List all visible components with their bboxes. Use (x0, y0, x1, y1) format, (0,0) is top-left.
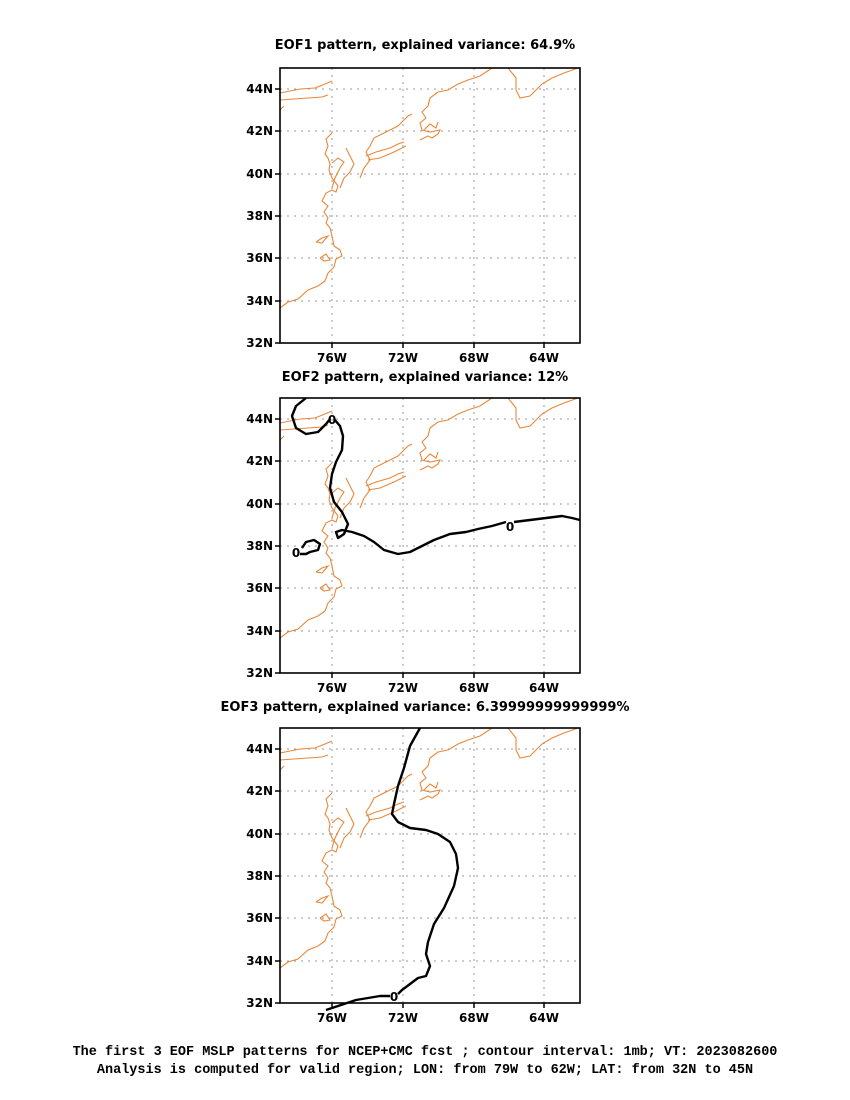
map-border (279, 67, 581, 344)
x-axis-labels: 76W 72W 68W 64W (317, 681, 559, 695)
contour-label: 0 (506, 520, 514, 534)
tick-marks (275, 418, 545, 678)
y-tick-label: 38N (246, 209, 273, 223)
y-tick-label: 32N (246, 996, 273, 1010)
x-axis-labels: 76W 72W 68W 64W (317, 351, 559, 365)
x-tick-label: 68W (459, 681, 489, 695)
y-tick-label: 34N (246, 624, 273, 638)
x-tick-label: 68W (459, 351, 489, 365)
x-tick-label: 68W (459, 1011, 489, 1025)
panel-eof1: EOF1 pattern, explained variance: 64.9% (246, 38, 581, 365)
contour-label: 0 (390, 990, 398, 1004)
panel-eof2: EOF2 pattern, explained variance: 12% (246, 370, 581, 695)
y-axis-labels: 32N 34N 36N 38N 40N 42N 44N (246, 82, 273, 350)
map-frame: 32N 34N 36N 38N 40N 42N 44N 76W 72W 68W … (246, 67, 581, 365)
contour-label: 0 (292, 546, 300, 560)
x-axis-labels: 76W 72W 68W 64W (317, 1011, 559, 1025)
y-tick-label: 42N (246, 124, 273, 138)
y-tick-label: 40N (246, 497, 273, 511)
x-tick-label: 72W (388, 681, 418, 695)
y-tick-label: 38N (246, 869, 273, 883)
coastline (279, 67, 579, 309)
map-border (279, 397, 581, 674)
contour-label: 0 (328, 413, 336, 427)
x-tick-label: 64W (529, 351, 559, 365)
x-tick-label: 76W (317, 351, 347, 365)
x-tick-label: 64W (529, 681, 559, 695)
tick-marks (275, 88, 545, 348)
map-border (279, 727, 581, 1004)
y-tick-label: 34N (246, 954, 273, 968)
y-tick-label: 36N (246, 251, 273, 265)
caption: The first 3 EOF MSLP patterns for NCEP+C… (73, 1045, 778, 1078)
y-tick-label: 40N (246, 827, 273, 841)
x-tick-label: 72W (388, 1011, 418, 1025)
panel-title: EOF1 pattern, explained variance: 64.9% (275, 38, 575, 53)
caption-line-1: The first 3 EOF MSLP patterns for NCEP+C… (73, 1045, 778, 1060)
map-frame: 0 32N 34N 36N 38N 40N 42N 44N 76W (246, 727, 581, 1025)
x-tick-label: 76W (317, 681, 347, 695)
x-tick-label: 72W (388, 351, 418, 365)
y-tick-label: 34N (246, 294, 273, 308)
x-tick-label: 76W (317, 1011, 347, 1025)
zero-contour (325, 727, 460, 1012)
x-tick-label: 64W (529, 1011, 559, 1025)
grid (280, 68, 580, 343)
tick-marks (275, 748, 545, 1008)
y-tick-label: 44N (246, 412, 273, 426)
y-tick-label: 42N (246, 784, 273, 798)
panel-title: EOF2 pattern, explained variance: 12% (282, 370, 568, 385)
map-frame: 0 0 0 32N 34N 36N 38N 40N 42N 44N (246, 397, 581, 695)
y-tick-label: 38N (246, 539, 273, 553)
zero-contour (290, 397, 581, 556)
y-axis-labels: 32N 34N 36N 38N 40N 42N 44N (246, 742, 273, 1010)
grid (280, 398, 580, 673)
coastline (279, 397, 579, 639)
y-tick-label: 36N (246, 581, 273, 595)
grid (280, 728, 580, 1003)
contour-labels: 0 0 0 (292, 413, 514, 560)
caption-line-2: Analysis is computed for valid region; L… (97, 1063, 753, 1078)
panel-title: EOF3 pattern, explained variance: 6.3999… (221, 700, 630, 715)
coastline (279, 727, 579, 969)
panel-eof3: EOF3 pattern, explained variance: 6.3999… (221, 700, 630, 1025)
y-axis-labels: 32N 34N 36N 38N 40N 42N 44N (246, 412, 273, 680)
y-tick-label: 44N (246, 742, 273, 756)
y-tick-label: 32N (246, 336, 273, 350)
contour-labels: 0 (390, 990, 398, 1004)
y-tick-label: 32N (246, 666, 273, 680)
y-tick-label: 40N (246, 167, 273, 181)
y-tick-label: 44N (246, 82, 273, 96)
y-tick-label: 42N (246, 454, 273, 468)
y-tick-label: 36N (246, 911, 273, 925)
